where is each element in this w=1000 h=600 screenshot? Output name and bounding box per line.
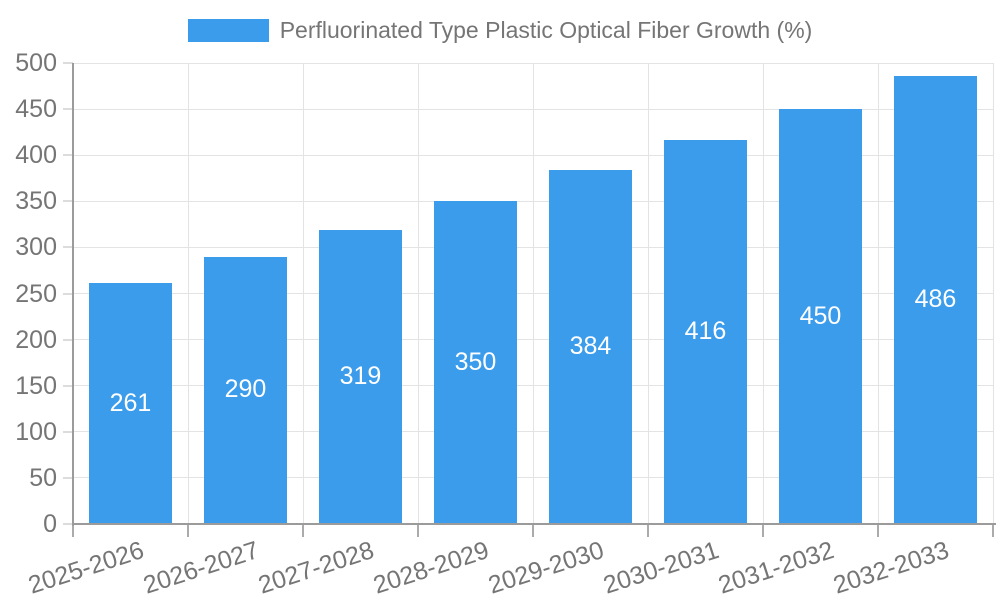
bar-value-label: 450 bbox=[799, 301, 842, 330]
bar-value-label: 416 bbox=[684, 317, 727, 346]
x-axis-line bbox=[72, 523, 996, 525]
gridline-vertical bbox=[992, 63, 994, 524]
y-axis-tick bbox=[63, 430, 73, 433]
bar-value-label: 486 bbox=[914, 284, 957, 313]
y-axis-tick bbox=[63, 154, 73, 157]
bar-value-label: 290 bbox=[224, 375, 267, 404]
y-axis-tick bbox=[63, 476, 73, 479]
gridline-vertical bbox=[187, 63, 189, 524]
y-axis-tick-label: 50 bbox=[29, 463, 57, 492]
y-axis-tick-label: 400 bbox=[15, 141, 57, 170]
legend-swatch-icon bbox=[187, 19, 269, 42]
gridline-vertical bbox=[877, 63, 879, 524]
bar[interactable]: 486 bbox=[894, 75, 977, 523]
y-axis-tick-label: 450 bbox=[15, 95, 57, 124]
y-axis-tick-label: 350 bbox=[15, 187, 57, 216]
bar-value-label: 350 bbox=[454, 347, 497, 376]
bar[interactable]: 416 bbox=[664, 140, 747, 523]
y-axis-tick-label: 150 bbox=[15, 371, 57, 400]
x-axis-tick bbox=[72, 524, 74, 537]
x-axis-tick bbox=[532, 524, 534, 537]
y-axis-tick-label: 500 bbox=[15, 49, 57, 77]
y-axis-tick-label: 200 bbox=[15, 325, 57, 354]
y-axis-tick bbox=[63, 523, 73, 525]
bar-value-label: 319 bbox=[339, 361, 382, 390]
x-axis-tick bbox=[762, 524, 764, 537]
gridline-vertical bbox=[762, 63, 764, 524]
y-axis-tick bbox=[63, 200, 73, 203]
y-axis-tick bbox=[63, 384, 73, 387]
bar[interactable]: 319 bbox=[319, 229, 402, 523]
y-axis-tick bbox=[63, 246, 73, 249]
y-axis-line bbox=[72, 63, 74, 526]
gridline-vertical bbox=[532, 63, 534, 524]
x-axis-tick bbox=[417, 524, 419, 537]
bar[interactable]: 290 bbox=[204, 256, 287, 523]
y-axis-tick bbox=[63, 338, 73, 341]
bar-value-label: 384 bbox=[569, 331, 612, 360]
x-axis-tick bbox=[302, 524, 304, 537]
bar[interactable]: 384 bbox=[549, 169, 632, 523]
bar[interactable]: 450 bbox=[779, 109, 862, 523]
y-axis-tick bbox=[63, 108, 73, 111]
x-axis-tick bbox=[877, 524, 879, 537]
y-axis-tick bbox=[63, 292, 73, 295]
x-axis-tick bbox=[187, 524, 189, 537]
y-axis-tick-label: 100 bbox=[15, 417, 57, 446]
gridline-vertical bbox=[417, 63, 419, 524]
y-axis-tick-label: 0 bbox=[43, 510, 57, 538]
gridline-vertical bbox=[302, 63, 304, 524]
x-axis-tick bbox=[992, 524, 994, 537]
y-axis-tick-label: 250 bbox=[15, 279, 57, 308]
bar-value-label: 261 bbox=[109, 388, 152, 417]
legend-label: Perfluorinated Type Plastic Optical Fibe… bbox=[279, 17, 813, 43]
x-axis-tick bbox=[647, 524, 649, 537]
bar[interactable]: 261 bbox=[89, 283, 172, 523]
y-axis-tick-label: 300 bbox=[15, 233, 57, 262]
y-axis-tick bbox=[63, 62, 73, 64]
bar[interactable]: 350 bbox=[434, 201, 517, 523]
gridline-vertical bbox=[647, 63, 649, 524]
legend-item[interactable]: Perfluorinated Type Plastic Optical Fibe… bbox=[0, 17, 1000, 44]
